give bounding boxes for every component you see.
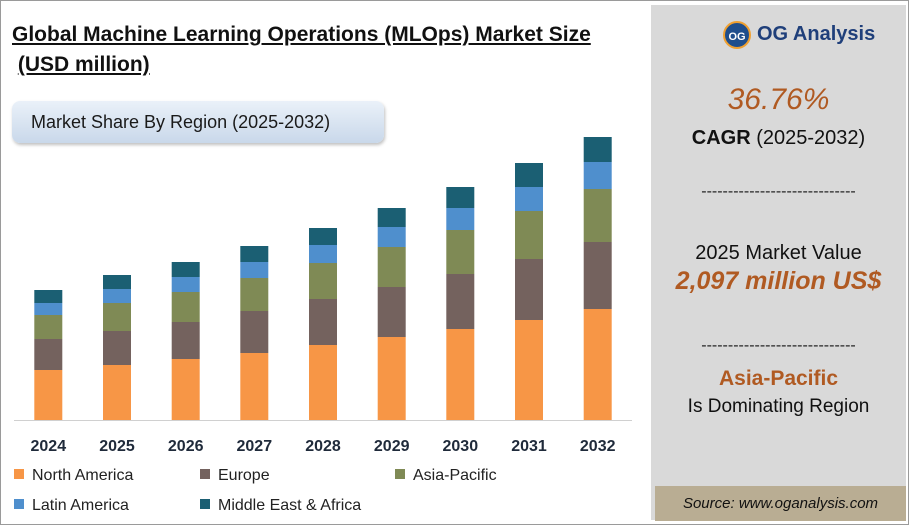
bar-segment-2031-asia-pacific <box>515 211 543 259</box>
bar-segment-2032-middle-east-africa <box>583 137 612 162</box>
market-value-label: 2025 Market Value <box>695 242 862 264</box>
bar-segment-2030-north-america <box>446 329 475 420</box>
legend-item-europe: Europe <box>200 467 270 485</box>
market-value: 2,097 million US$ <box>675 267 882 295</box>
og-analysis-logo: OG OG Analysis <box>723 19 893 51</box>
cagr-period: (2025-2032) <box>756 127 866 149</box>
dominating-region: Asia-Pacific <box>718 367 839 390</box>
bar-segment-2028-europe <box>309 299 337 345</box>
bar-segment-2028-asia-pacific <box>309 263 337 299</box>
summary-panel: OG OG Analysis 36.76% CAGR (2025-2032) -… <box>651 5 906 520</box>
legend-swatch <box>14 499 24 509</box>
cagr-label-line: CAGR (2025-2032) <box>651 127 906 150</box>
legend-label: Middle East & Africa <box>218 497 362 514</box>
bar-segment-2025-europe <box>103 331 131 365</box>
bar-segment-2027-latin-america <box>240 262 269 278</box>
legend-item-north-america: North America <box>14 467 133 485</box>
chart-title: Global Machine Learning Operations (MLOp… <box>12 20 632 80</box>
x-tick-label-2032: 2032 <box>580 438 616 455</box>
bar-segment-2031-europe <box>515 259 543 320</box>
bar-segment-2025-asia-pacific <box>103 303 131 331</box>
legend-label: Europe <box>218 467 270 484</box>
bar-segment-2032-asia-pacific <box>583 189 612 242</box>
bar-segment-2027-north-america <box>240 353 269 420</box>
x-tick-label-2025: 2025 <box>99 438 135 455</box>
legend-item-asia-pacific: Asia-Pacific <box>395 467 497 485</box>
bar-segment-2032-latin-america <box>583 162 612 189</box>
bar-segment-2030-middle-east-africa <box>446 187 475 208</box>
bar-segment-2029-asia-pacific <box>377 247 406 287</box>
bar-segment-2029-north-america <box>377 337 406 420</box>
legend-label: Asia-Pacific <box>413 467 497 484</box>
bar-segment-2024-europe <box>34 339 63 370</box>
bar-segment-2029-latin-america <box>377 227 406 247</box>
legend-swatch <box>200 469 210 479</box>
source-note: Source: www.oganalysis.com <box>655 486 906 521</box>
x-tick-label-2027: 2027 <box>237 438 273 455</box>
cagr-label: CAGR <box>691 127 751 149</box>
legend-item-latin-america: Latin America <box>14 497 129 515</box>
bar-segment-2024-middle-east-africa <box>34 290 63 303</box>
dominating-label: Is Dominating Region <box>687 396 870 417</box>
legend-swatch <box>395 469 405 479</box>
bar-segment-2026-europe <box>171 322 200 359</box>
legend-swatch <box>14 469 24 479</box>
bar-segment-2024-asia-pacific <box>34 315 63 339</box>
stacked-bar-chart: 2024 2025 2026 2027 2028 2029 2030 2031 2032 <box>14 137 632 455</box>
x-tick-label-2024: 2024 <box>31 438 67 455</box>
legend-label: North America <box>32 467 134 484</box>
x-tick-label-2029: 2029 <box>374 438 410 455</box>
bar-segment-2028-north-america <box>309 345 337 420</box>
legend-swatch <box>200 499 210 509</box>
bar-segment-2025-north-america <box>103 365 131 420</box>
bar-segment-2026-north-america <box>171 359 200 420</box>
bar-segment-2027-asia-pacific <box>240 278 269 311</box>
bar-segment-2031-middle-east-africa <box>515 163 543 187</box>
bar-segment-2029-middle-east-africa <box>377 208 406 227</box>
logo-text: OG Analysis <box>757 23 876 45</box>
region-share-pill: Market Share By Region (2025-2032) <box>12 101 384 143</box>
bar-segment-2032-europe <box>583 242 612 309</box>
x-tick-label-2030: 2030 <box>443 438 479 455</box>
bar-segment-2026-middle-east-africa <box>171 262 200 277</box>
bar-segment-2026-latin-america <box>171 277 200 292</box>
bar-segment-2027-middle-east-africa <box>240 246 269 262</box>
bar-segment-2029-europe <box>377 287 406 337</box>
title-line-2: (USD million) <box>17 53 150 76</box>
divider-1: ----------------------------- <box>701 183 856 200</box>
bar-segment-2026-asia-pacific <box>171 292 200 322</box>
bar-segment-2028-middle-east-africa <box>309 228 337 245</box>
bar-segment-2031-north-america <box>515 320 543 420</box>
legend-item-middle-east-africa: Middle East & Africa <box>200 497 361 515</box>
chart-legend: North America Europe Asia-Pacific Latin Ame… <box>14 467 634 523</box>
bar-segment-2032-north-america <box>583 309 612 420</box>
divider-2: ----------------------------- <box>701 337 856 354</box>
bar-segment-2024-north-america <box>34 370 63 420</box>
x-tick-label-2026: 2026 <box>168 438 204 455</box>
bar-segment-2025-latin-america <box>103 289 131 303</box>
bar-segment-2030-asia-pacific <box>446 230 475 274</box>
bar-segment-2024-latin-america <box>34 303 63 315</box>
x-tick-label-2031: 2031 <box>511 438 547 455</box>
bar-segment-2031-latin-america <box>515 187 543 211</box>
x-tick-label-2028: 2028 <box>305 438 341 455</box>
og-logo-icon: OG <box>723 21 751 49</box>
bar-segment-2025-middle-east-africa <box>103 275 131 289</box>
bar-segment-2030-europe <box>446 274 475 329</box>
title-line-1: Global Machine Learning Operations (MLOp… <box>12 23 591 46</box>
legend-label: Latin America <box>32 497 129 514</box>
bar-segment-2028-latin-america <box>309 245 337 263</box>
bar-segment-2027-europe <box>240 311 269 353</box>
bar-segment-2030-latin-america <box>446 208 475 230</box>
cagr-value: 36.76% <box>727 83 830 116</box>
